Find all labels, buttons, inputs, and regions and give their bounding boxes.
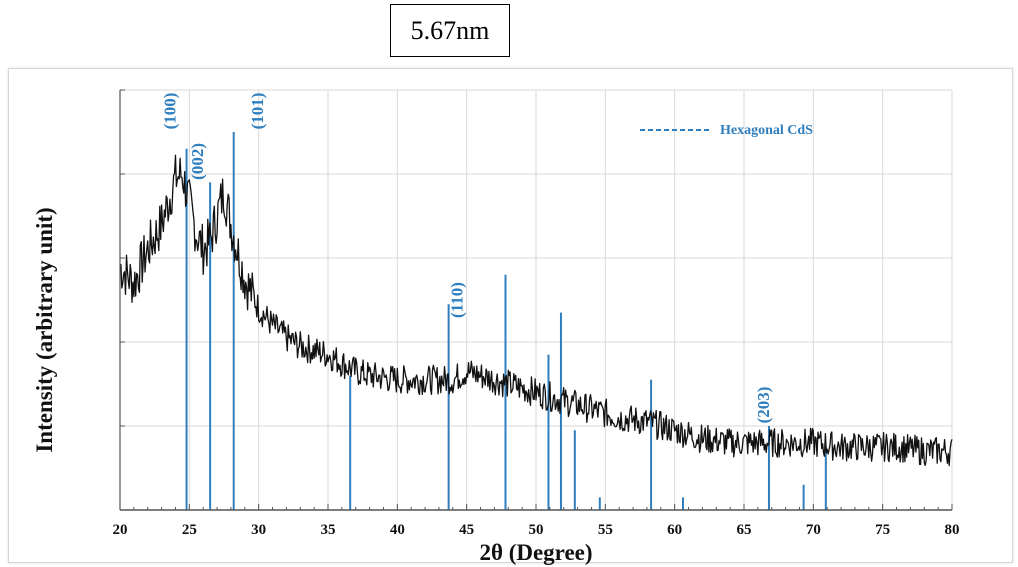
x-tick-label: 75 [875, 522, 890, 538]
x-axis-title: 2θ (Degree) [479, 540, 592, 565]
crystallite-size-label: 5.67nm [390, 4, 510, 57]
x-tick-label: 60 [667, 522, 682, 538]
peak-label: (002) [188, 143, 207, 180]
legend-entry: Hexagonal CdS [720, 123, 813, 138]
peak-label: (203) [754, 387, 773, 424]
grid-lines [120, 89, 953, 510]
reference-lines [185, 132, 827, 510]
peak-label: (100) [160, 93, 179, 130]
x-tick-label: 20 [113, 522, 128, 538]
x-tick-label: 55 [598, 522, 613, 538]
peak-labels: (100) (002) (101) (110) (203) [160, 93, 772, 424]
peak-label: (110) [448, 282, 467, 318]
y-axis-title: Intensity (arbitrary unit) [32, 207, 57, 452]
peak-label: (101) [248, 93, 267, 130]
axes: 20 25 30 35 40 45 50 55 60 65 70 75 80 [113, 89, 960, 538]
x-tick-label: 45 [459, 522, 474, 538]
x-tick-label: 50 [529, 522, 544, 538]
chart-frame [8, 68, 1013, 563]
xrd-pattern-line [119, 154, 953, 467]
x-tick-label: 80 [945, 522, 960, 538]
x-tick-label: 35 [321, 522, 336, 538]
x-tick-label: 30 [251, 522, 266, 538]
x-tick-label: 70 [806, 522, 821, 538]
x-tick-label: 40 [390, 522, 405, 538]
legend: Hexagonal CdS [640, 123, 813, 138]
x-tick-label: 65 [737, 522, 752, 538]
x-tick-label: 25 [182, 522, 197, 538]
